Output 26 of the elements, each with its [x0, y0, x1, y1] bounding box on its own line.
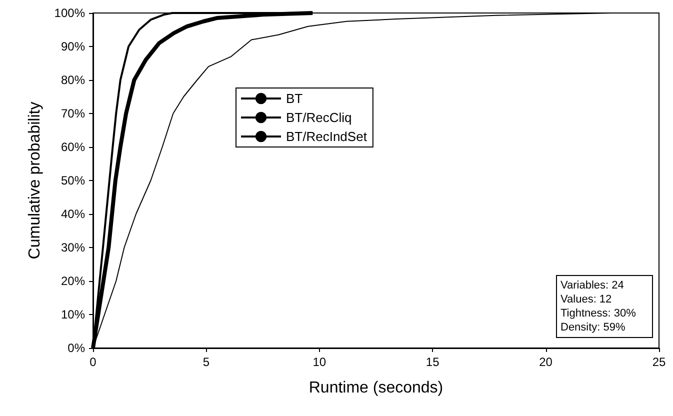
y-tick-label: 70% — [60, 106, 86, 120]
y-tick-label: 50% — [60, 174, 86, 188]
x-tick-label: 0 — [90, 355, 97, 369]
x-tick-label: 15 — [426, 355, 440, 369]
legend-label: BT/RecCliq — [286, 110, 352, 125]
y-tick-label: 60% — [60, 140, 86, 154]
annotation: Tightness: 30% — [560, 308, 636, 320]
y-tick-label: 80% — [60, 73, 86, 87]
annotation: Values: 12 — [560, 294, 612, 306]
x-tick-label: 5 — [202, 355, 210, 369]
y-axis-title: Cumulative probability — [26, 102, 44, 260]
y-tick-label: 20% — [60, 274, 86, 288]
x-tick-label: 25 — [652, 355, 666, 369]
x-tick-label: 20 — [539, 355, 553, 369]
x-axis-title: Runtime (seconds) — [308, 380, 444, 396]
y-tick-label: 100% — [54, 6, 86, 20]
x-tick-label: 10 — [312, 355, 326, 369]
y-tick-label: 90% — [60, 40, 86, 54]
annotation: Density: 59% — [560, 322, 626, 334]
annotation: Variables: 24 — [560, 280, 624, 292]
y-tick-label: 40% — [60, 207, 86, 221]
y-tick-label: 0% — [68, 341, 86, 355]
y-tick-label: 10% — [60, 308, 86, 322]
y-tick-label: 30% — [60, 240, 86, 254]
legend-label: BT — [286, 91, 303, 106]
legend-label: BT/RecIndSet — [286, 129, 368, 144]
